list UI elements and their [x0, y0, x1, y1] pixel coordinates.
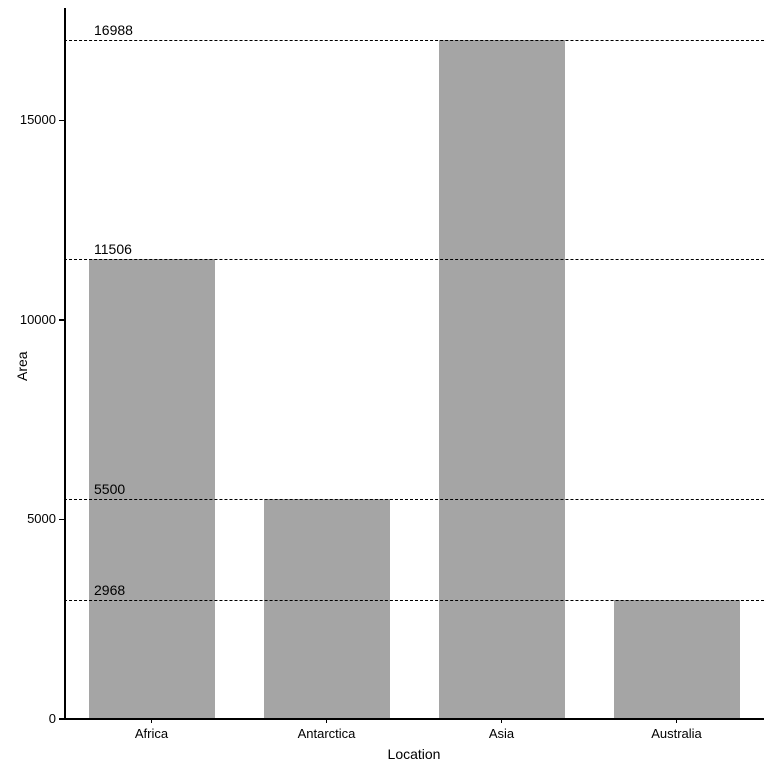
x-tick-label: Australia	[651, 726, 702, 741]
y-tick-mark	[59, 718, 64, 720]
reference-line	[64, 499, 764, 500]
x-tick-label: Antarctica	[298, 726, 356, 741]
reference-line	[64, 40, 764, 41]
reference-label: 11506	[94, 241, 132, 257]
y-tick-label: 5000	[27, 511, 56, 526]
x-tick-mark	[326, 718, 328, 723]
y-axis-line	[64, 8, 66, 718]
bar-asia	[439, 40, 565, 718]
bar-australia	[614, 600, 740, 718]
y-axis-title: Area	[14, 351, 30, 381]
x-tick-mark	[676, 718, 678, 723]
reference-label: 5500	[94, 481, 125, 497]
y-tick-label: 10000	[20, 312, 56, 327]
x-tick-mark	[501, 718, 503, 723]
x-axis-title: Location	[388, 746, 441, 762]
chart-container: 16988 11506 5500 2968 0 5000 10000 15000 Africa A…	[0, 0, 768, 768]
y-tick-mark	[59, 319, 64, 321]
x-axis-line	[64, 718, 764, 720]
reference-line	[64, 600, 764, 601]
y-tick-mark	[59, 519, 64, 521]
x-tick-label: Africa	[135, 726, 168, 741]
bar-antarctica	[264, 499, 390, 718]
y-tick-label: 0	[49, 711, 56, 726]
x-tick-label: Asia	[489, 726, 514, 741]
y-tick-label: 15000	[20, 112, 56, 127]
x-tick-mark	[151, 718, 153, 723]
reference-label: 16988	[94, 22, 133, 38]
reference-line	[64, 259, 764, 260]
reference-label: 2968	[94, 582, 125, 598]
y-tick-mark	[59, 120, 64, 122]
